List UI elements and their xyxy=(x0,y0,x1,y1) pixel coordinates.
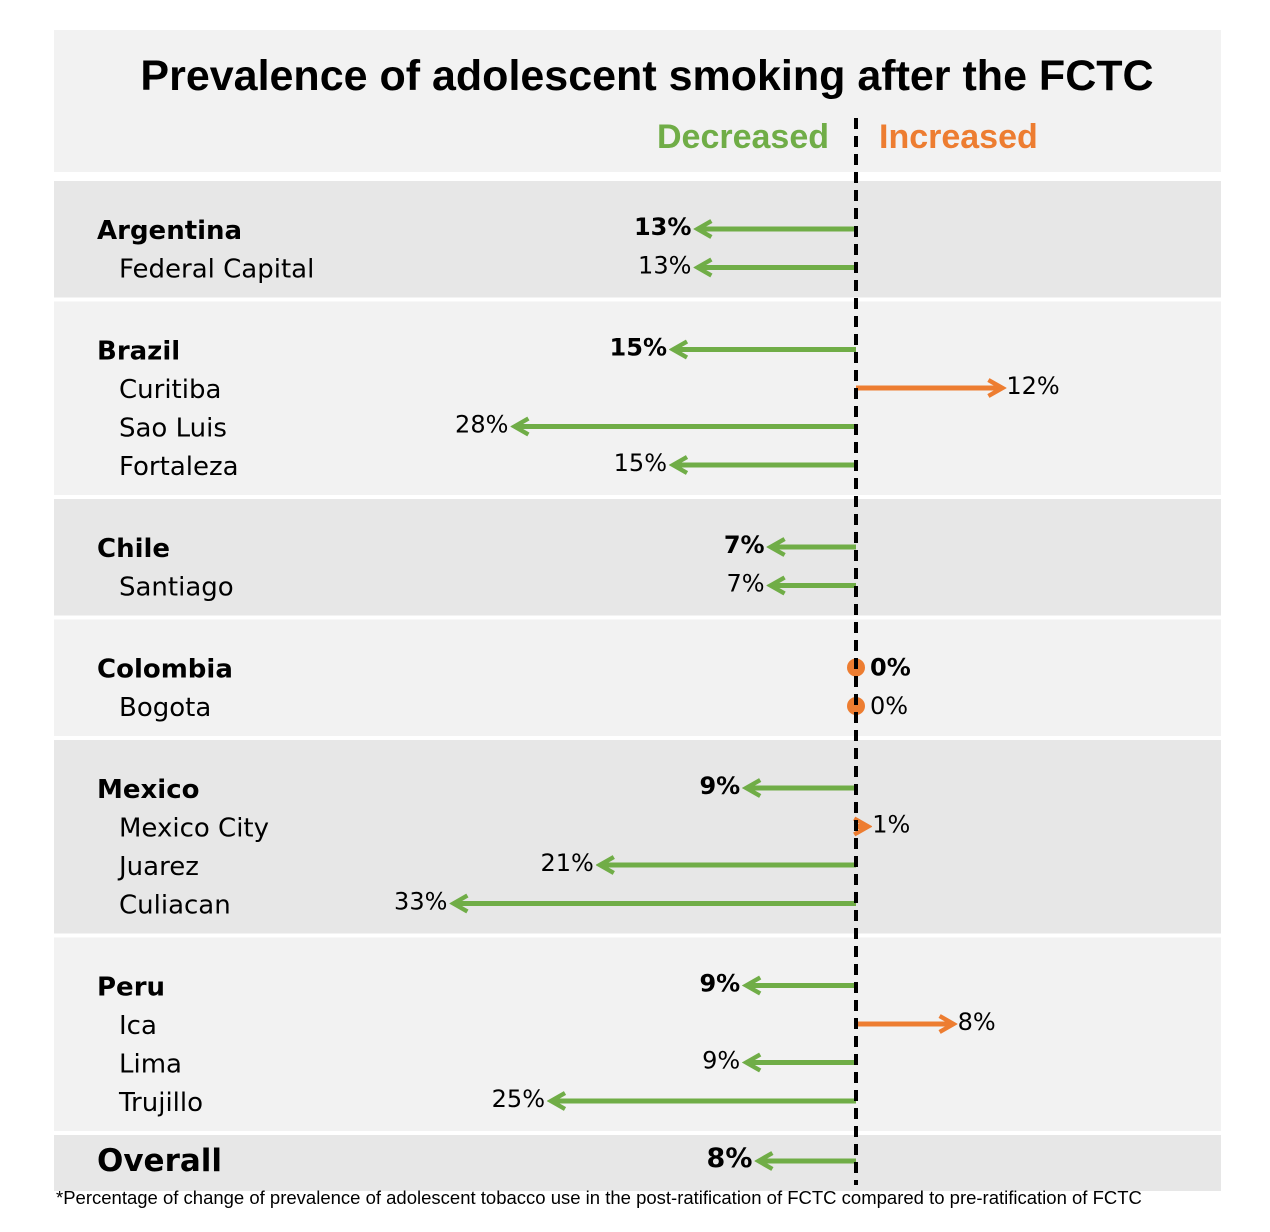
country-label-argentina: Argentina xyxy=(97,216,242,246)
value-label-mexico-mexico: 9% xyxy=(699,772,740,800)
value-label-argentina-argentina: 13% xyxy=(634,213,691,241)
city-label-ica: Ica xyxy=(119,1011,157,1041)
value-label-overall-overall: 8% xyxy=(707,1143,753,1174)
legend-increased: Increased xyxy=(879,118,1038,156)
value-label-colombia-bogota: 0% xyxy=(870,692,908,720)
value-label-brazil-curitiba: 12% xyxy=(1006,372,1059,400)
value-label-argentina-federal-capital: 13% xyxy=(638,252,691,280)
value-label-colombia-colombia: 0% xyxy=(870,654,911,682)
city-label-santiago: Santiago xyxy=(119,573,234,603)
header-band xyxy=(54,30,1221,172)
country-label-colombia: Colombia xyxy=(97,655,233,685)
city-label-juarez: Juarez xyxy=(117,852,199,882)
city-label-bogota: Bogota xyxy=(119,693,211,723)
city-label-curitiba: Curitiba xyxy=(119,375,221,405)
band-colombia xyxy=(54,619,1221,736)
value-label-chile-chile: 7% xyxy=(724,531,765,559)
city-label-sao-luis: Sao Luis xyxy=(119,414,227,444)
chart-title: Prevalence of adolescent smoking after t… xyxy=(140,52,1153,100)
value-label-brazil-sao-luis: 28% xyxy=(455,411,508,439)
city-label-fortaleza: Fortaleza xyxy=(119,452,239,482)
band-brazil xyxy=(54,301,1221,495)
country-label-brazil: Brazil xyxy=(97,337,180,367)
value-label-chile-santiago: 7% xyxy=(727,570,765,598)
value-label-mexico-culiacan: 33% xyxy=(394,888,447,916)
city-label-lima: Lima xyxy=(119,1050,182,1080)
band-overall xyxy=(54,1135,1221,1191)
city-label-trujillo: Trujillo xyxy=(118,1088,203,1118)
band-chile xyxy=(54,499,1221,616)
value-label-brazil-fortaleza: 15% xyxy=(614,449,667,477)
legend-decreased: Decreased xyxy=(657,118,829,156)
value-label-peru-trujillo: 25% xyxy=(492,1085,545,1113)
country-label-chile: Chile xyxy=(97,534,170,564)
city-label-culiacan: Culiacan xyxy=(119,891,231,921)
city-label-federal-capital: Federal Capital xyxy=(119,255,314,285)
value-label-mexico-mexico-city: 1% xyxy=(872,811,910,839)
country-label-peru: Peru xyxy=(97,973,165,1003)
city-label-mexico-city: Mexico City xyxy=(119,814,269,844)
footnote: *Percentage of change of prevalence of a… xyxy=(56,1187,1142,1208)
country-label-overall: Overall xyxy=(97,1143,222,1179)
value-label-mexico-juarez: 21% xyxy=(540,849,593,877)
value-label-brazil-brazil: 15% xyxy=(610,334,667,362)
zero-dot-colombia-bogota xyxy=(847,697,865,715)
band-argentina xyxy=(54,181,1221,298)
value-label-peru-peru: 9% xyxy=(699,970,740,998)
value-label-peru-ica: 8% xyxy=(958,1008,996,1036)
country-label-mexico: Mexico xyxy=(97,775,199,805)
value-label-peru-lima: 9% xyxy=(702,1047,740,1075)
